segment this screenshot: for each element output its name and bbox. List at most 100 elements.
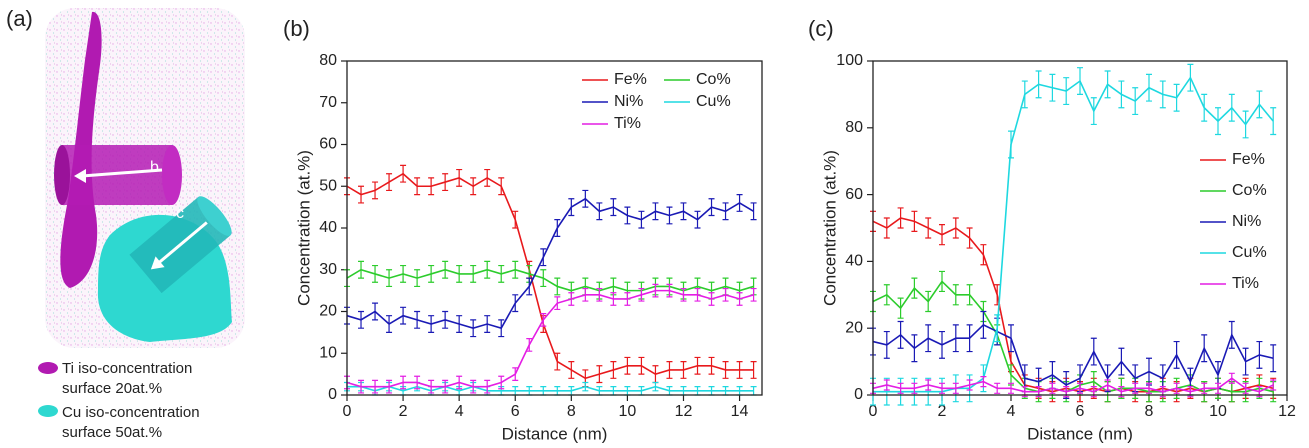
error-bar [708,292,715,306]
legend-swatch [38,405,58,417]
error-bar [554,352,561,371]
error-bar [897,297,904,319]
error-bar [414,375,421,390]
error-bar [952,284,959,306]
legend-swatch [38,362,58,374]
error-bar [568,292,575,306]
x-tick-label: 6 [511,403,520,420]
error-bar [883,284,890,306]
error-bar [358,260,365,279]
error-bar [554,277,561,296]
error-bar [1008,324,1014,353]
error-bar [414,177,421,196]
error-bar [1104,70,1111,99]
error-bar [540,269,547,288]
error-bar [386,173,393,192]
error-bar [1118,80,1125,109]
error-bar [512,294,519,313]
legend-text: surface 50at.% [62,424,162,441]
error-bar [442,379,449,394]
error-bar [1270,107,1277,136]
error-bar [400,306,407,325]
error-bar [442,260,449,279]
x-tick-label: 8 [567,403,576,420]
error-bar [1132,87,1139,116]
error-bar [1201,93,1208,122]
error-bar [939,330,945,359]
x-axis-label: Distance (nm) [502,424,608,443]
error-bar [484,379,491,394]
error-bar [925,217,932,239]
error-bar [1242,110,1249,139]
error-bar [1118,347,1125,376]
panel-label: (b) [283,16,310,41]
error-bar [980,376,987,388]
error-bar [358,379,365,394]
series-line [872,377,1274,393]
series-line [346,289,754,388]
error-bar [624,356,631,375]
error-bar [883,379,890,391]
y-tick-label: 80 [845,119,863,136]
error-bar [470,379,477,394]
error-bar [484,168,491,187]
error-bar [708,356,715,375]
error-bar [736,292,743,306]
error-bar [1201,334,1208,363]
x-tick-label: 12 [1278,403,1296,420]
error-bar [1228,93,1235,122]
error-bar [442,310,449,329]
error-bar [666,361,673,379]
error-bar [1270,344,1277,373]
error-bar [610,361,617,379]
error-bar [484,260,491,279]
error-bar [428,315,435,333]
series-line [346,172,754,380]
y-tick-label: 100 [836,52,863,69]
error-bar [512,210,519,229]
error-bar [512,260,519,279]
error-bar [582,287,589,302]
error-bar [554,296,561,311]
error-bar [966,324,973,353]
error-bar [652,381,659,392]
legend-text: Ni% [614,93,643,110]
legend-text: Ti iso-concentration [62,360,192,377]
y-tick-label: 0 [328,386,337,403]
error-bar [652,202,659,221]
chart: (b) 0 10 20 30 40 50 60 70 80 0 2 4 6 8 10 12 14 Distance … [283,16,763,443]
y-tick-label: 30 [319,261,337,278]
error-bar [400,375,407,390]
error-bar [386,379,393,394]
x-tick-label: 8 [1145,403,1154,420]
error-bar [1049,382,1056,394]
error-bar [1008,130,1014,159]
error-bar [966,227,973,249]
error-bar [666,206,673,225]
error-bar [1077,382,1083,394]
error-bar [456,375,463,390]
error-bar [1173,382,1180,394]
error-bar [750,361,757,379]
error-bar [939,382,945,394]
error-bar [596,202,603,221]
error-bar [470,264,477,283]
error-bar [414,269,421,288]
legend-text: Cu% [1232,244,1267,261]
error-bar [883,330,890,359]
error-bar [358,310,365,329]
error-bar [1187,63,1194,92]
error-bar [994,314,1001,343]
error-bar [428,379,435,394]
error-bar [1049,73,1056,102]
x-axis-label: Distance (nm) [1027,424,1133,443]
error-bar [1159,80,1166,109]
error-bar [652,283,659,298]
error-bar [638,287,645,302]
series-line [347,385,754,392]
error-bar [498,319,505,338]
error-bar [470,177,477,196]
error-bar [1132,382,1139,394]
error-bar [680,361,687,379]
